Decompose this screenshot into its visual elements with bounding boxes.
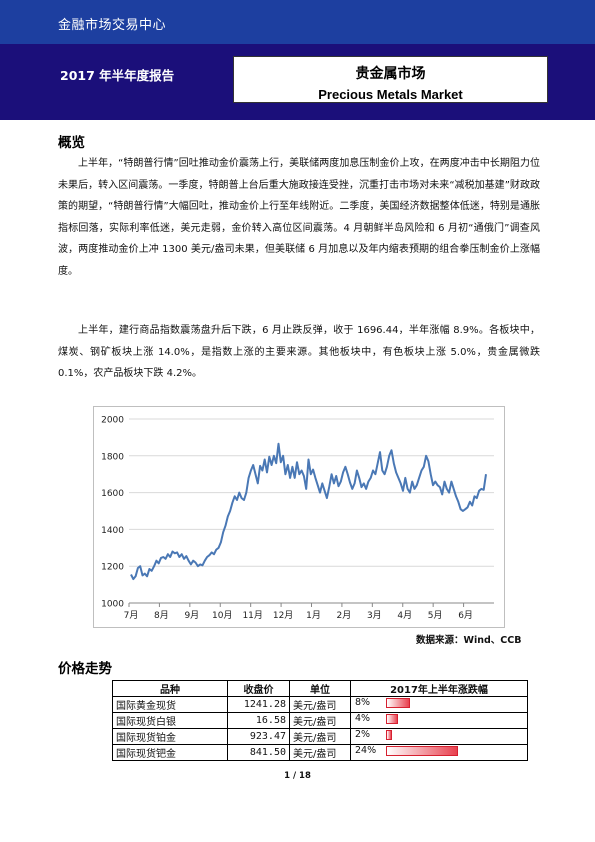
data-source-note: 数据来源：Wind、CCB: [416, 635, 522, 646]
cell-change: 8%: [350, 696, 528, 713]
change-bar: [386, 698, 410, 708]
x-tick-label: 10月: [212, 610, 232, 621]
cell-close: 841.50: [227, 744, 290, 761]
top-banner: 金融市场交易中心: [0, 0, 595, 44]
title-chinese: 贵金属市场: [355, 66, 426, 82]
change-bar: [386, 730, 392, 740]
cell-close: 1241.28: [227, 696, 290, 713]
column-header-unit: 单位: [289, 680, 351, 697]
cell-name: 国际现货钯金: [112, 744, 228, 761]
x-tick-label: 7月: [124, 610, 139, 621]
table-row: 国际现货铂金 923.47 美元/盎司 2%: [112, 728, 528, 745]
x-tick-label: 12月: [273, 610, 293, 621]
cell-unit: 美元/盎司: [289, 712, 351, 729]
x-tick-label: 8月: [154, 610, 169, 621]
chart-canvas: 1000 1200 1400 1600 1800 2000 7月 8月 9月 10月 11月 12月 1…: [101, 416, 494, 621]
table-row: 国际现货钯金 841.50 美元/盎司 24%: [112, 744, 528, 761]
change-label: 24%: [355, 745, 377, 756]
cell-name: 国际现货白银: [112, 712, 228, 729]
organization-name: 金融市场交易中心: [58, 18, 167, 33]
cell-change: 4%: [350, 712, 528, 729]
cell-change: 24%: [350, 744, 528, 761]
y-tick-label: 1400: [101, 526, 124, 536]
page-number: 1 / 18: [284, 771, 311, 781]
y-tick-label: 1200: [101, 563, 124, 573]
price-table: 品种 收盘价 单位 2017年上半年涨跌幅 国际黄金现货 1241.28 美元/盎司…: [112, 680, 528, 761]
overview-paragraph-2: 上半年，建行商品指数震荡盘升后下跌，6 月止跌反弹，收于 1696.44，半年涨…: [58, 325, 540, 379]
price-trend-heading: 价格走势: [58, 661, 112, 677]
x-tick-label: 4月: [397, 610, 412, 621]
x-tick-label: 6月: [458, 610, 473, 621]
y-tick-label: 2000: [101, 416, 124, 426]
title-english: Precious Metals Market: [318, 87, 463, 102]
commodity-index-chart: 1000 1200 1400 1600 1800 2000 7月 8月 9月 10月 11月 12月 1…: [93, 406, 505, 628]
cell-close: 16.58: [227, 712, 290, 729]
column-header-change: 2017年上半年涨跌幅: [350, 680, 528, 697]
cell-change: 2%: [350, 728, 528, 745]
cell-unit: 美元/盎司: [289, 696, 351, 713]
report-period: 2017 年半年度报告: [60, 68, 175, 83]
cell-close: 923.47: [227, 728, 290, 745]
section-title-box: 贵金属市场 Precious Metals Market: [233, 56, 548, 103]
change-bar: [386, 746, 458, 756]
change-label: 4%: [355, 713, 371, 724]
change-bar: [386, 714, 398, 724]
x-tick-label: 11月: [242, 610, 262, 621]
change-label: 2%: [355, 729, 371, 740]
cell-unit: 美元/盎司: [289, 744, 351, 761]
x-tick-label: 2月: [337, 610, 352, 621]
change-label: 8%: [355, 697, 371, 708]
overview-paragraph-1: 上半年，“特朗普行情”回吐推动金价震荡上行，美联储两度加息压制金价上攻，在两度冲…: [58, 158, 540, 277]
y-tick-label: 1600: [101, 489, 124, 499]
column-header-name: 品种: [112, 680, 228, 697]
table-row: 国际现货白银 16.58 美元/盎司 4%: [112, 712, 528, 729]
series-line: [130, 442, 487, 581]
cell-unit: 美元/盎司: [289, 728, 351, 745]
x-tick-label: 9月: [184, 610, 199, 621]
y-tick-label: 1000: [101, 600, 124, 610]
x-tick-label: 1月: [306, 610, 321, 621]
x-tick-label: 3月: [367, 610, 382, 621]
table-header-row: 品种 收盘价 单位 2017年上半年涨跌幅: [112, 680, 528, 697]
x-tick-label: 5月: [428, 610, 443, 621]
cell-name: 国际黄金现货: [112, 696, 228, 713]
y-tick-label: 1800: [101, 452, 124, 462]
column-header-close: 收盘价: [227, 680, 290, 697]
cell-name: 国际现货铂金: [112, 728, 228, 745]
table-row: 国际黄金现货 1241.28 美元/盎司 8%: [112, 696, 528, 713]
overview-heading: 概览: [58, 135, 85, 151]
